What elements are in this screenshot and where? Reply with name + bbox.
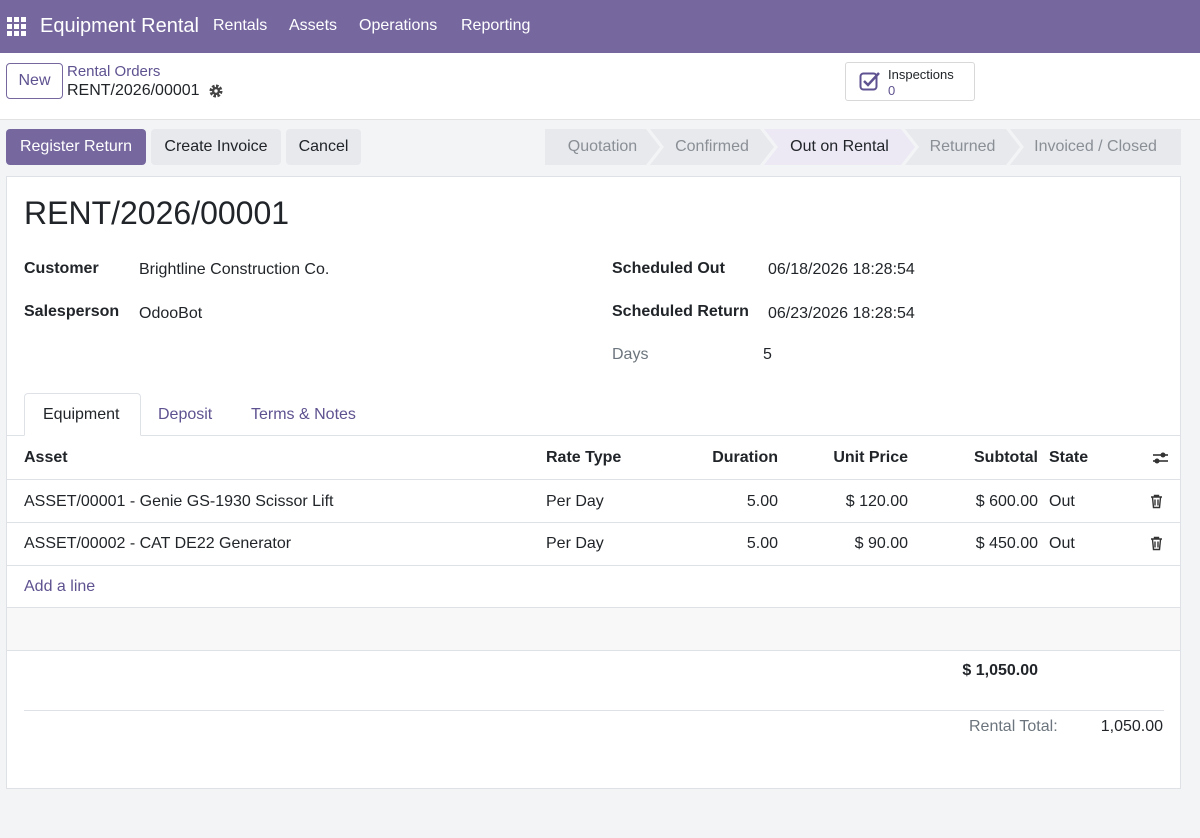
action-button[interactable]: Cancel bbox=[286, 129, 361, 165]
statusbar: Quotation Confirmed Out on Rental Return… bbox=[545, 129, 1181, 165]
cell[interactable]: $ 600.00 bbox=[975, 493, 1038, 510]
new-button[interactable]: New bbox=[6, 63, 63, 99]
cell[interactable]: 5.00 bbox=[746, 493, 778, 510]
check-icon bbox=[859, 72, 880, 91]
field-label: Salesperson bbox=[24, 303, 120, 320]
control-panel: New Rental Orders RENT/2026/00001 Inspec… bbox=[0, 53, 1200, 120]
field-value[interactable]: 06/18/2026 18:28:54 bbox=[768, 261, 915, 278]
action-button[interactable]: Register Return bbox=[6, 129, 146, 165]
stage[interactable]: Returned bbox=[905, 129, 1020, 165]
form-title: RENT/2026/00001 bbox=[24, 195, 290, 231]
record-name: RENT/2026/00001 bbox=[67, 82, 200, 99]
summary-divider bbox=[24, 710, 1164, 711]
tab[interactable]: Deposit bbox=[158, 405, 213, 423]
column-header: Subtotal bbox=[974, 449, 1038, 466]
delete-icon[interactable] bbox=[1150, 494, 1163, 509]
field-value[interactable]: 06/23/2026 18:28:54 bbox=[768, 305, 915, 322]
column-header: State bbox=[1049, 449, 1089, 466]
menu-item[interactable]: Rentals bbox=[213, 17, 268, 34]
row-divider bbox=[6, 650, 1181, 651]
cell[interactable]: ASSET/00001 - Genie GS-1930 Scissor Lift bbox=[24, 493, 334, 510]
row-divider bbox=[6, 479, 1181, 480]
column-header: Unit Price bbox=[833, 449, 908, 466]
menu-item[interactable]: Assets bbox=[289, 17, 338, 34]
smart-button[interactable]: Inspections 0 bbox=[845, 62, 975, 101]
add-line[interactable]: Add a line bbox=[24, 578, 96, 595]
row-divider bbox=[6, 607, 1181, 608]
delete-icon[interactable] bbox=[1150, 536, 1163, 551]
stage[interactable]: Confirmed bbox=[650, 129, 774, 165]
cell[interactable]: ASSET/00002 - CAT DE22 Generator bbox=[24, 535, 292, 552]
field-value: 5 bbox=[763, 346, 772, 363]
field-value[interactable]: Brightline Construction Co. bbox=[139, 261, 330, 278]
stage[interactable]: Invoiced / Closed bbox=[1010, 129, 1181, 165]
stage[interactable]: Quotation bbox=[545, 129, 660, 165]
cell[interactable]: Per Day bbox=[546, 535, 604, 552]
table-total: $ 1,050.00 bbox=[962, 662, 1038, 679]
cell[interactable]: Out bbox=[1049, 493, 1075, 510]
row-divider bbox=[6, 565, 1181, 566]
smart-count: 0 bbox=[888, 83, 896, 98]
empty-row bbox=[7, 608, 1180, 650]
cell[interactable]: $ 120.00 bbox=[845, 493, 908, 510]
column-header: Duration bbox=[712, 449, 778, 466]
menu-item[interactable]: Operations bbox=[359, 17, 438, 34]
field-label: Scheduled Out bbox=[612, 260, 725, 277]
field-label: Days bbox=[612, 346, 649, 363]
app-name[interactable]: Equipment Rental bbox=[40, 15, 199, 37]
column-header: Rate Type bbox=[546, 449, 622, 466]
smart-label: Inspections bbox=[888, 67, 954, 82]
cell[interactable]: 5.00 bbox=[746, 535, 778, 552]
tab-border bbox=[6, 435, 1181, 436]
tab[interactable]: Equipment bbox=[24, 393, 141, 436]
navbar: Equipment Rental Rentals Assets Operatio… bbox=[0, 0, 1200, 53]
form-sheet bbox=[6, 176, 1181, 789]
cell[interactable]: Out bbox=[1049, 535, 1075, 552]
column-header: Asset bbox=[24, 449, 68, 466]
cell[interactable]: $ 90.00 bbox=[854, 535, 908, 552]
row-divider bbox=[6, 522, 1181, 523]
action-button[interactable]: Create Invoice bbox=[151, 129, 281, 165]
summary-value: 1,050.00 bbox=[1100, 718, 1163, 735]
cell[interactable]: $ 450.00 bbox=[975, 535, 1038, 552]
column-settings-icon[interactable] bbox=[1152, 450, 1169, 466]
menu-item[interactable]: Reporting bbox=[461, 17, 531, 34]
gear-icon[interactable] bbox=[208, 83, 224, 99]
cell[interactable]: Per Day bbox=[546, 493, 604, 510]
field-label: Scheduled Return bbox=[612, 303, 749, 320]
field-value[interactable]: OdooBot bbox=[139, 305, 203, 322]
apps-icon[interactable] bbox=[7, 17, 27, 37]
breadcrumb[interactable]: Rental Orders bbox=[67, 63, 161, 80]
field-label: Customer bbox=[24, 260, 99, 277]
summary-label: Rental Total: bbox=[969, 718, 1058, 735]
stage[interactable]: Out on Rental bbox=[764, 129, 915, 165]
tab[interactable]: Terms & Notes bbox=[251, 405, 356, 423]
